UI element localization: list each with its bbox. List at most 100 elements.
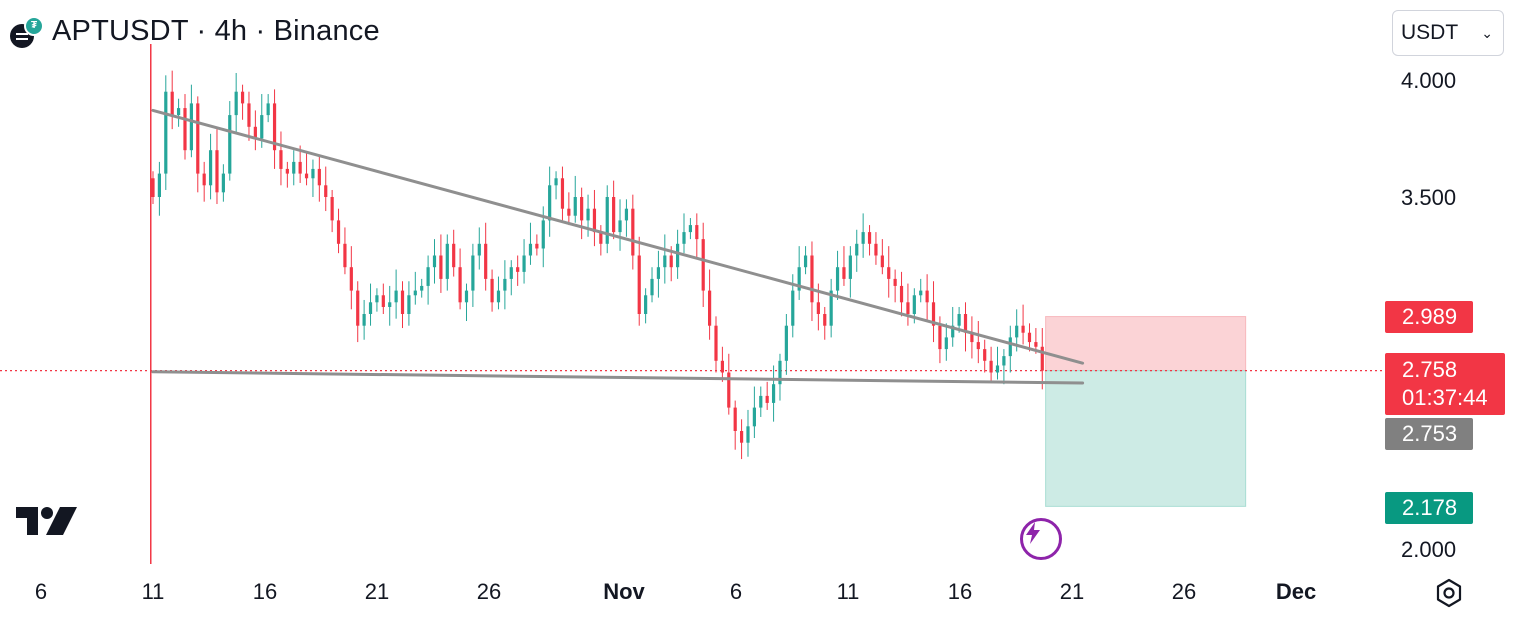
candle-body [516,267,520,272]
candle-body [1002,356,1006,366]
candle-body [874,243,878,256]
candle-body [548,185,552,221]
candle-body [304,173,309,179]
candle-body [701,239,705,291]
candle-body [266,103,270,116]
candle-body [452,243,456,268]
x-tick-label: 6 [729,579,743,604]
candle-body [899,285,904,303]
target-price-box: 2.989 [1385,301,1473,333]
candle-body [580,197,584,221]
candle-body [746,426,750,443]
candle-body [714,325,718,361]
candle-body [618,220,622,233]
x-tick-label: 16 [947,579,973,604]
candle-body [164,91,168,174]
candle-body [682,232,686,244]
candle-body [400,290,405,314]
x-tick-label: 26 [1171,579,1197,604]
candle-body [381,295,385,307]
candle-body [298,161,302,174]
candle-body [394,290,398,303]
candle-body [733,407,737,431]
candle-body [624,208,629,221]
candle-body [221,173,225,193]
candle-body [279,150,283,169]
candle-body [848,255,852,279]
candle-body [183,108,187,151]
chart-header: ₮ APTUSDT · 4h · Binance [10,14,380,48]
candle-body [413,290,417,296]
candle-body [739,431,744,443]
candle-body [823,314,827,326]
candle-body [541,220,545,249]
symbol-title[interactable]: APTUSDT · 4h · Binance [52,14,380,47]
current-price-box: 2.758 01:37:44 [1385,353,1505,415]
candle-body [688,225,693,233]
candle-body [720,360,724,373]
candle-body [650,278,654,296]
candle-body [983,349,987,361]
y-tick-label: 4.000 [1401,68,1457,93]
candle-body [797,267,801,291]
candle-body [810,255,814,303]
currency-select[interactable]: USDT ⌄ [1392,10,1504,56]
candle-body [388,302,392,307]
x-tick-label: 16 [252,579,278,604]
candle-body [503,278,507,291]
candle-body [695,225,699,240]
candle-body [554,178,558,186]
candle-body [458,267,462,303]
candle-body [963,314,968,333]
candle-body [816,302,820,314]
candle-body [599,232,603,244]
candle-body [484,243,488,279]
candle-body [644,295,648,314]
candle-body [215,150,219,193]
bar-countdown-label: 01:37:44 [1402,385,1488,410]
stop-price-label: 2.178 [1402,495,1458,520]
candle-body [880,255,884,268]
candle-body [189,103,193,151]
candle-body [445,243,449,279]
candle-body [208,150,213,186]
candle-body [234,91,238,116]
candle-body [324,185,328,197]
candle-body [1040,346,1044,371]
candle-body [170,91,174,116]
candle-body [676,243,680,268]
candle-body [567,208,571,216]
prev-close-box: 2.753 [1385,418,1473,450]
candle-body [196,103,200,174]
candle-body [605,197,609,244]
candle-body [292,161,296,174]
x-tick-label: 21 [1059,579,1085,604]
candle-body [829,290,833,326]
candle-body [528,243,533,256]
candle-body [356,290,360,326]
candle-body [656,267,661,279]
candle-body [311,168,315,179]
candle-body [893,278,897,286]
alert-lightning-icon[interactable] [1020,518,1062,560]
candle-body [330,197,334,221]
candle-body [938,325,942,350]
candle-body [477,243,481,256]
candle-body [906,302,910,314]
stop-price-box: 2.178 [1385,492,1473,524]
candle-body [707,290,712,326]
candle-body [426,267,430,286]
tradingview-logo-icon[interactable] [16,505,78,537]
y-tick-label: 3.500 [1401,185,1457,210]
currency-select-value: USDT [1401,21,1459,44]
candle-body [752,407,756,427]
candle-body [490,278,494,303]
candle-body [931,302,936,326]
candle-body [1034,342,1038,347]
candle-body [240,91,245,104]
chevron-down-icon: ⌄ [1481,24,1493,41]
candle-body [260,115,264,139]
chart-settings-icon[interactable] [1433,577,1465,609]
